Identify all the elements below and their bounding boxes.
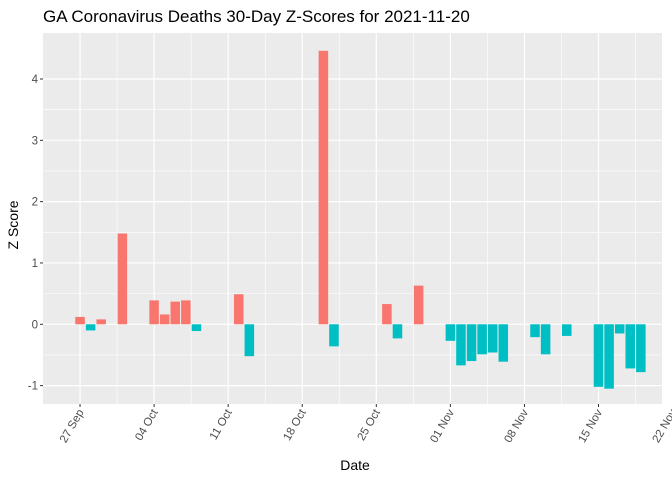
bar-2021-11-15	[593, 324, 604, 387]
bar-2021-10-06	[170, 301, 181, 325]
bar-2021-09-27	[75, 316, 85, 325]
bar-2021-11-16	[604, 324, 614, 389]
bar-2021-11-12	[562, 324, 572, 336]
plot-panel	[43, 33, 662, 404]
x-tick-label: 11 Oct	[208, 407, 235, 442]
bar-2021-10-26	[382, 304, 392, 325]
bars	[75, 50, 646, 389]
y-axis-title: Z Score	[5, 200, 21, 249]
x-tick-label: 27 Sep	[58, 408, 87, 446]
bar-2021-10-05	[159, 314, 170, 325]
y-axis: -1 0 1 2 3 4	[28, 74, 43, 393]
x-tick-label: 22 Nov	[651, 407, 672, 445]
x-tick-label: 01 Nov	[428, 407, 457, 445]
x-tick-label: 04 Oct	[133, 407, 161, 443]
bar-2021-11-04	[477, 324, 487, 355]
bar-2021-10-27	[392, 324, 403, 339]
x-tick-label: 25 Oct	[356, 407, 384, 443]
bar-2021-11-05	[487, 324, 498, 353]
x-tick-label: 18 Oct	[281, 407, 309, 443]
bar-2021-10-07	[181, 300, 191, 325]
y-tick-label: -1	[28, 381, 38, 393]
bar-2021-11-02	[456, 324, 466, 366]
bar-2021-09-29	[96, 319, 106, 325]
bar-2021-11-10	[540, 324, 551, 355]
x-axis: 27 Sep 04 Oct 11 Oct 18 Oct 25 Oct 01 Nov 08 N…	[58, 404, 672, 445]
bar-2021-11-01	[445, 324, 456, 341]
bar-2021-10-04	[149, 300, 159, 325]
y-tick-label: 3	[32, 135, 38, 147]
x-tick-label: 08 Nov	[502, 407, 531, 445]
x-tick-label: 15 Nov	[576, 407, 605, 445]
bar-2021-11-17	[614, 324, 625, 334]
chart-title: GA Coronavirus Deaths 30-Day Z-Scores fo…	[43, 7, 470, 26]
bar-2021-10-20	[318, 50, 329, 325]
y-tick-label: 0	[32, 319, 38, 331]
y-tick-label: 2	[32, 197, 38, 209]
bar-2021-11-06	[498, 324, 509, 362]
bar-2021-11-09	[530, 324, 540, 338]
y-tick-label: 1	[32, 258, 38, 270]
bar-2021-10-29	[413, 285, 424, 325]
bar-2021-11-19	[636, 324, 646, 373]
bar-2021-09-28	[85, 324, 96, 331]
bar-2021-10-01	[117, 233, 128, 325]
bar-2021-10-12	[233, 294, 244, 325]
bar-2021-11-18	[625, 324, 636, 369]
x-axis-title: Date	[340, 457, 370, 473]
gridlines	[43, 33, 662, 404]
bar-2021-10-21	[329, 324, 339, 347]
y-tick-label: 4	[32, 74, 39, 86]
bar-2021-11-03	[466, 324, 477, 362]
bar-2021-10-13	[244, 324, 255, 357]
bar-2021-10-08	[191, 324, 202, 332]
